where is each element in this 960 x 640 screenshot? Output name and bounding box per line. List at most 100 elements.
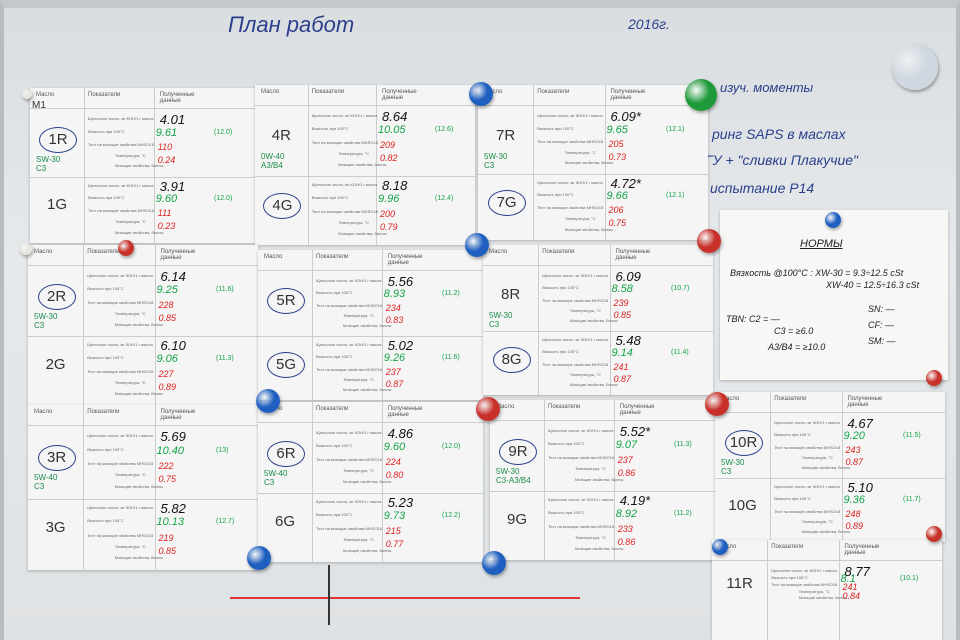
black-line: [328, 565, 330, 625]
oil-spec: C3: [34, 481, 45, 491]
viscosity-alt: (11.6): [442, 354, 460, 362]
indicator-label: Щелочное число, мг КОН/1 г масла: [88, 182, 154, 188]
viscosity-alt: (12.1): [666, 192, 685, 200]
indicator-label: Моющие свойства, баллы: [569, 318, 619, 324]
indicator-label: Вязкость при 100°C: [311, 195, 349, 201]
magnet: [697, 229, 721, 253]
column-header: Полученные данные: [615, 249, 651, 261]
indicator-label: Температура, °C: [343, 468, 374, 474]
oil-code: 4G: [263, 193, 302, 220]
indicator-label: Щелочное число, мг КОН/1 г масла: [537, 113, 603, 118]
indicator-label: Вязкость при 100°C: [311, 126, 349, 132]
column-header: Полученные данные: [844, 544, 880, 556]
indicator-label: Щелочное число, мг КОН/1 г масла: [774, 484, 840, 489]
table-rule: [154, 405, 156, 570]
column-header: Полученные данные: [387, 254, 423, 266]
oil-spec: 5W-30: [484, 151, 508, 161]
table-rule: [712, 560, 942, 561]
viscosity-alt: (12.4): [435, 195, 454, 203]
indicator-label: Моющие свойства, баллы: [114, 483, 164, 489]
board-title: План работ: [228, 12, 355, 37]
sheet-note: M1: [32, 100, 46, 111]
oil-spec: 5W-30: [34, 312, 58, 322]
indicator-label: Щелочное число, мг КОН/1 г масла: [87, 504, 153, 510]
viscosity-value: 9.60: [155, 193, 178, 206]
norms-line: SM: —: [868, 336, 896, 346]
table-rule: [258, 270, 483, 271]
oil-code: 9G: [506, 511, 527, 529]
table-rule: [483, 265, 713, 266]
table-rule: [307, 85, 309, 245]
note: испытание P14: [710, 180, 815, 196]
norms-line: TBN: C2 = —: [726, 314, 780, 324]
table-rule: [715, 412, 945, 413]
oil-spec: 5W-30: [721, 458, 745, 467]
indicator-label: Тест на моющие свойства MHSO18: [542, 361, 609, 367]
washing-value: 0.89: [158, 382, 177, 393]
temperature-value: 243: [845, 444, 861, 455]
oil-code: 9R: [499, 439, 537, 466]
column-header: Полученные данные: [160, 249, 196, 261]
table-rule: [490, 420, 715, 421]
washing-value: 0.80: [385, 470, 404, 481]
viscosity-value: 9.36: [843, 494, 865, 507]
column-header: Масло: [484, 89, 503, 95]
tbn-value: 8.77: [844, 564, 870, 579]
washing-value: 0.84: [842, 590, 861, 601]
oil-code: 1G: [46, 196, 67, 214]
washing-value: 0.86: [617, 537, 636, 548]
table-rule: [258, 493, 483, 494]
indicator-label: Моющие свойства, баллы: [564, 226, 614, 232]
oil-code: 8G: [492, 347, 531, 373]
indicator-label: Температура, °C: [338, 220, 370, 226]
indicator-label: Щелочное число, мг КОН/1 г масла: [316, 342, 382, 347]
viscosity-alt: (11.6): [216, 286, 234, 294]
table-rule: [255, 176, 475, 177]
washing-value: 0.85: [613, 310, 632, 321]
column-header: Масло: [34, 409, 53, 415]
temperature-value: 248: [845, 508, 861, 519]
indicator-label: Моющие свойства, баллы: [801, 465, 851, 471]
tbn-value: 6.10: [160, 338, 186, 353]
viscosity-value: 9.06: [156, 353, 178, 366]
oil-code: 5R: [267, 288, 305, 314]
indicator-label: Температура, °C: [114, 472, 146, 478]
column-header: Полученные данные: [619, 404, 655, 416]
washing-value: 0.24: [157, 154, 176, 165]
note: изуч. моменты: [720, 80, 814, 95]
oil-spec: C3: [484, 160, 495, 170]
magnet: [476, 397, 500, 421]
table-rule: [613, 400, 615, 560]
oil-spec: SW-30: [36, 154, 61, 164]
magnet: [926, 370, 942, 386]
washing-value: 0.73: [608, 151, 627, 162]
indicator-label: Температура, °C: [343, 313, 374, 319]
indicator-label: Щелочное число, мг КОН/1 г масла: [548, 497, 614, 502]
viscosity-value: 9.07: [615, 439, 638, 452]
indicator-label: Вязкость при 100°C: [774, 432, 811, 438]
table-rule: [30, 108, 255, 109]
viscosity-value: 9.66: [606, 190, 628, 203]
data-sheet: Масло Показатели Полученные данные 9R 5W-30 C…: [490, 400, 715, 560]
table-rule: [609, 245, 611, 395]
table-rule: [28, 336, 258, 337]
indicator-label: Тест на моющие свойства MHSO18: [87, 532, 154, 538]
viscosity-alt: (12.2): [442, 512, 461, 520]
indicator-label: Тест на моющие свойства MHSO18: [548, 523, 615, 529]
oil-code: 10G: [728, 497, 757, 514]
table-rule: [767, 540, 769, 640]
viscosity-value: 8.92: [615, 508, 638, 521]
indicator-label: Тест на моющие свойства MHSO18: [311, 208, 378, 214]
table-rule: [258, 336, 483, 337]
magnet: [22, 89, 32, 99]
indicator-label: Температура, °C: [114, 380, 146, 386]
temperature-value: 222: [158, 461, 174, 472]
column-header: Масло: [489, 249, 508, 255]
tbn-value: 6.09*: [610, 109, 641, 124]
washing-value: 0.23: [157, 221, 176, 232]
tbn-value: 8.18: [382, 178, 408, 193]
viscosity-value: 10.13: [156, 516, 185, 529]
indicator-label: Тест на моющие свойства MHSO18: [316, 456, 383, 462]
